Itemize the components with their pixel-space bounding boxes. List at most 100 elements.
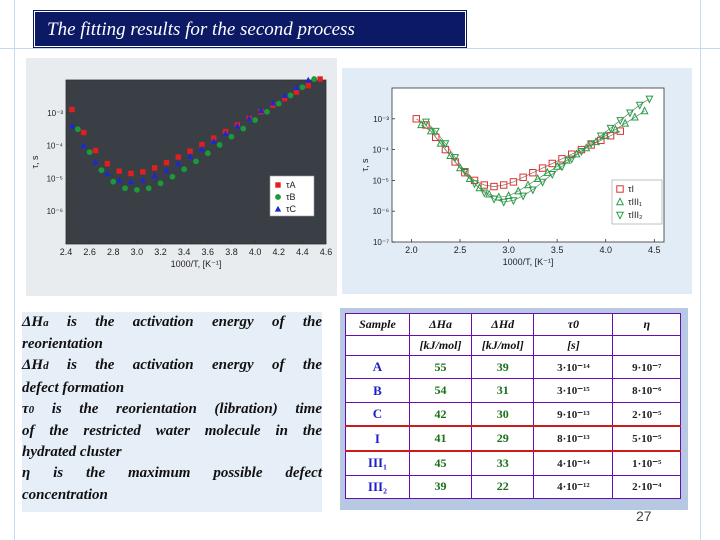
header-sample: Sample (345, 313, 410, 336)
cell-sample: I (345, 425, 410, 453)
x-tick-label: 3.8 (225, 247, 238, 257)
cell-tau0: 4·10⁻¹² (533, 474, 614, 500)
data-point (80, 142, 87, 149)
x-tick-label: 4.6 (320, 247, 333, 257)
y-tick-label: 10⁻⁴ (46, 142, 63, 151)
cell-eta: 1·10⁻⁵ (612, 450, 681, 476)
cell-sample: A (345, 354, 410, 380)
data-point (431, 127, 440, 136)
data-point (287, 92, 294, 99)
data-point (548, 171, 557, 180)
y-tick-label: 10⁻⁵ (373, 176, 389, 185)
y-tick-label: 10⁻⁴ (372, 146, 389, 155)
data-point (257, 107, 265, 114)
x-tick-label: 2.6 (83, 247, 96, 257)
data-point (92, 158, 99, 165)
data-point (441, 140, 450, 149)
data-point (186, 153, 194, 160)
legend-marker (615, 211, 625, 220)
data-point (558, 155, 566, 163)
data-point (489, 195, 499, 204)
slide-title-box: The fitting results for the second proce… (33, 10, 467, 48)
data-point (509, 197, 518, 206)
data-point (465, 174, 474, 183)
x-tick-label: 3.2 (154, 247, 167, 257)
data-point (470, 180, 479, 189)
data-point (412, 115, 420, 123)
x-tick-label: 4.0 (599, 245, 612, 255)
data-point (582, 143, 591, 152)
x-axis-label: 1000/T, [K⁻¹] (171, 259, 222, 269)
data-point (519, 173, 527, 182)
y-axis-label: τ, s (30, 155, 40, 169)
data-point (104, 160, 111, 167)
definition-line: ΔHd is the activation energy of the (22, 357, 322, 374)
cell-tau0: 8·10⁻¹³ (533, 425, 614, 453)
data-point (151, 165, 158, 171)
legend-marker (615, 197, 625, 206)
unit-cell (612, 335, 681, 356)
data-point (210, 138, 217, 144)
data-point (625, 109, 635, 118)
data-point (601, 130, 610, 139)
cell-dHa: 55 (408, 354, 473, 380)
x-tick-label: 4.2 (272, 247, 285, 257)
data-point (68, 122, 76, 129)
cell-dHa: 39 (408, 474, 473, 500)
data-point (293, 84, 300, 91)
data-point (509, 178, 518, 186)
table-row: III₁ 45 33 4·10⁻¹⁴ 1·10⁻⁵ (345, 450, 681, 476)
definition-line: η is the maximum possible defect (22, 465, 322, 482)
data-point (163, 167, 170, 173)
data-point (538, 178, 547, 187)
definition-line: defect formation (22, 379, 125, 396)
data-point (417, 120, 426, 129)
cell-eta: 2·10⁻⁴ (612, 474, 681, 500)
definitions-box: ΔHa is the activation energy of the reor… (22, 312, 322, 512)
legend-marker (274, 205, 282, 212)
data-point (490, 182, 498, 191)
cell-dHd: 31 (471, 378, 535, 403)
cell-dHd: 33 (471, 450, 535, 476)
data-point (317, 76, 323, 82)
data-point (264, 108, 270, 115)
decorative-rule-right (700, 0, 701, 540)
data-point (621, 118, 630, 127)
data-point (140, 169, 146, 175)
data-point (281, 95, 288, 102)
data-point (275, 100, 282, 107)
data-point (228, 133, 235, 140)
data-point (616, 127, 624, 135)
data-point (116, 168, 122, 174)
data-point (115, 176, 123, 183)
data-point (577, 145, 586, 154)
cell-eta: 9·10⁻⁷ (612, 354, 681, 380)
x-tick-label: 4.0 (249, 247, 262, 257)
results-table: Sample ΔHa ΔHd τ0 η [kJ/mol] [kJ/mol] [s… (345, 313, 681, 500)
chart-right: 2.0 2.5 3.0 3.5 4.0 4.5 10⁻³ 10⁻⁴ 10⁻⁵ 10⁻⁶ 10⁻⁷ 10… (360, 87, 665, 267)
data-point (421, 118, 431, 127)
cell-sample: B (345, 378, 410, 403)
definition-line: of the restricted water molecule in the (22, 423, 322, 440)
x-tick-label: 3.5 (551, 245, 564, 255)
data-point (127, 178, 135, 185)
data-point (281, 92, 288, 99)
data-point (640, 106, 649, 115)
data-point (519, 192, 528, 201)
data-point (635, 101, 644, 110)
cell-tau0: 4·10⁻¹⁴ (533, 450, 614, 476)
data-point (74, 126, 81, 133)
y-tick-label: 10⁻⁶ (47, 207, 63, 216)
data-point (234, 122, 241, 129)
data-point (169, 173, 176, 180)
table-row: A 55 39 3·10⁻¹⁴ 9·10⁻⁷ (345, 354, 681, 380)
data-point (269, 99, 277, 106)
data-point (645, 95, 654, 104)
data-point (500, 181, 508, 189)
data-point (175, 160, 182, 167)
legend-label: τIII₁ (628, 197, 642, 207)
slide-title: The fitting results for the second proce… (47, 19, 355, 40)
data-point (175, 154, 181, 160)
y-tick-label: 10⁻⁷ (373, 238, 389, 247)
decorative-rule-top (0, 48, 720, 49)
